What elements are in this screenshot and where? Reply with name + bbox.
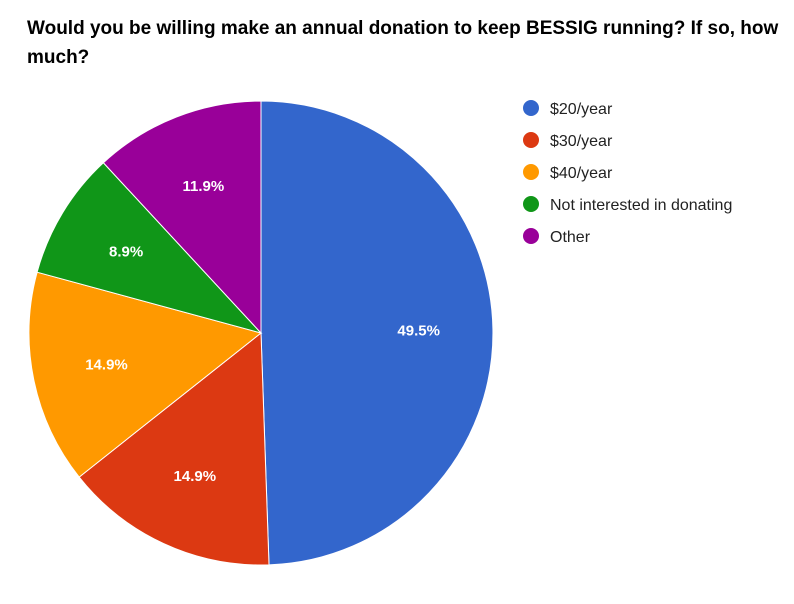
- legend-label-20-year: $20/year: [550, 101, 613, 118]
- pie-slice-30-year[interactable]: [78, 331, 270, 566]
- chart-title: Would you be willing make an annual dona…: [27, 18, 779, 68]
- legend-swatch-40-year: [523, 164, 539, 180]
- slice-value-label-40-year: 14.9%: [85, 357, 128, 374]
- slice-value-label-other: 11.9%: [183, 178, 225, 195]
- legend-item-40-year[interactable]: $40/year: [523, 164, 613, 182]
- legend-item-not-interested-in-donating[interactable]: Not interested in donating: [523, 196, 732, 214]
- legend-swatch-20-year: [523, 100, 539, 116]
- slice-value-label-20-year: 49.5%: [397, 322, 440, 339]
- legend-item-20-year[interactable]: $20/year: [523, 100, 613, 118]
- pie-slice-not-interested-in-donating[interactable]: [36, 162, 263, 334]
- pie-slice-40-year[interactable]: [28, 271, 263, 478]
- legend-label-other: Other: [550, 229, 591, 246]
- legend-label-not-interested-in-donating: Not interested in donating: [550, 197, 732, 214]
- legend-label-40-year: $40/year: [550, 165, 613, 182]
- legend-swatch-30-year: [523, 132, 539, 148]
- legend: $20/year $30/year $40/year Not interested i…: [523, 100, 732, 246]
- legend-swatch-not-interested-in-donating: [523, 196, 539, 212]
- slice-value-label-30-year: 14.9%: [174, 468, 217, 485]
- legend-swatch-other: [523, 228, 539, 244]
- pie-slices: [28, 100, 494, 566]
- legend-item-30-year[interactable]: $30/year: [523, 132, 613, 150]
- pie-slice-20-year[interactable]: [260, 100, 494, 566]
- legend-label-30-year: $30/year: [550, 133, 613, 150]
- slice-value-label-not-interested-in-donating: 8.9%: [109, 243, 143, 260]
- pie-slice-other[interactable]: [102, 100, 262, 335]
- legend-item-other[interactable]: Other: [523, 228, 591, 246]
- pie-labels: 49.5% 14.9% 14.9% 8.9% 11.9%: [85, 178, 440, 485]
